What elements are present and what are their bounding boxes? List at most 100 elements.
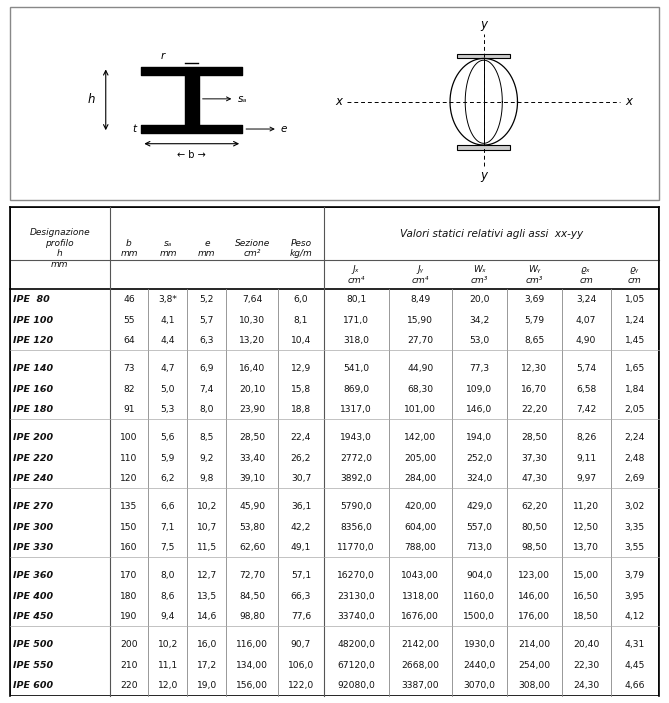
- Text: 200: 200: [120, 640, 138, 650]
- Text: 66,3: 66,3: [291, 592, 311, 601]
- Text: 7,1: 7,1: [161, 523, 175, 531]
- Text: 6,58: 6,58: [576, 385, 596, 394]
- Text: 5,74: 5,74: [576, 364, 596, 373]
- Text: 8,0: 8,0: [199, 405, 214, 414]
- Text: Designazione
profilo
h
mm: Designazione profilo h mm: [29, 228, 90, 269]
- Text: 3,55: 3,55: [625, 543, 645, 552]
- Text: 788,00: 788,00: [404, 543, 436, 552]
- Text: 3,24: 3,24: [576, 295, 596, 304]
- Text: 17,2: 17,2: [197, 661, 217, 670]
- Text: 1043,00: 1043,00: [401, 572, 440, 581]
- Text: IPE 220: IPE 220: [13, 453, 53, 463]
- Text: 8,65: 8,65: [524, 336, 545, 345]
- Text: 1,05: 1,05: [625, 295, 645, 304]
- Text: 14,6: 14,6: [197, 612, 217, 621]
- Text: 20,40: 20,40: [573, 640, 599, 650]
- Text: 27,70: 27,70: [407, 336, 434, 345]
- Text: Jᵧ
cm⁴: Jᵧ cm⁴: [411, 265, 429, 285]
- Text: 18,50: 18,50: [573, 612, 599, 621]
- Text: 4,66: 4,66: [625, 681, 645, 690]
- Text: 77,6: 77,6: [291, 612, 311, 621]
- Text: 80,1: 80,1: [346, 295, 366, 304]
- Text: 220: 220: [120, 681, 138, 690]
- Text: 10,7: 10,7: [197, 523, 217, 531]
- Text: 5,79: 5,79: [524, 316, 545, 325]
- Text: 110: 110: [120, 453, 138, 463]
- Text: 72,70: 72,70: [240, 572, 266, 581]
- Text: x: x: [335, 96, 343, 108]
- Text: 16,0: 16,0: [197, 640, 217, 650]
- Text: 12,30: 12,30: [521, 364, 547, 373]
- Text: 214,00: 214,00: [518, 640, 551, 650]
- Text: 13,5: 13,5: [197, 592, 217, 601]
- Text: 5,7: 5,7: [199, 316, 214, 325]
- Text: 9,8: 9,8: [199, 474, 214, 483]
- Text: 2772,0: 2772,0: [340, 453, 372, 463]
- Text: 12,9: 12,9: [291, 364, 311, 373]
- Text: 4,7: 4,7: [161, 364, 175, 373]
- Text: 134,00: 134,00: [236, 661, 268, 670]
- Text: 18,8: 18,8: [291, 405, 311, 414]
- Text: 8,26: 8,26: [576, 433, 596, 442]
- Text: 116,00: 116,00: [236, 640, 268, 650]
- Text: 92080,0: 92080,0: [337, 681, 375, 690]
- Text: 10,2: 10,2: [158, 640, 178, 650]
- Text: b
mm: b mm: [120, 239, 138, 258]
- Text: 4,31: 4,31: [625, 640, 645, 650]
- Text: y: y: [480, 169, 487, 182]
- Text: 49,1: 49,1: [291, 543, 311, 552]
- Text: IPE 200: IPE 200: [13, 433, 53, 442]
- Text: 109,0: 109,0: [466, 385, 492, 394]
- Text: 11,1: 11,1: [158, 661, 178, 670]
- Text: 1317,0: 1317,0: [341, 405, 372, 414]
- Text: 1676,00: 1676,00: [401, 612, 440, 621]
- Text: 429,0: 429,0: [466, 503, 492, 511]
- Text: 194,0: 194,0: [466, 433, 492, 442]
- Text: 47,30: 47,30: [521, 474, 547, 483]
- Text: 284,00: 284,00: [404, 474, 436, 483]
- Text: 142,00: 142,00: [404, 433, 436, 442]
- Text: ϱₓ
cm: ϱₓ cm: [579, 265, 593, 285]
- Text: 20,10: 20,10: [240, 385, 266, 394]
- Text: 26,2: 26,2: [291, 453, 311, 463]
- Text: 10,2: 10,2: [197, 503, 217, 511]
- Text: 3,35: 3,35: [625, 523, 645, 531]
- Text: 77,3: 77,3: [470, 364, 490, 373]
- Text: 1,24: 1,24: [625, 316, 645, 325]
- Text: 4,12: 4,12: [625, 612, 645, 621]
- Text: 90,7: 90,7: [291, 640, 311, 650]
- Text: 869,0: 869,0: [343, 385, 369, 394]
- Text: 3,79: 3,79: [625, 572, 645, 581]
- Text: 160: 160: [120, 543, 138, 552]
- Text: 5,9: 5,9: [161, 453, 175, 463]
- Text: 5790,0: 5790,0: [341, 503, 372, 511]
- Text: 557,0: 557,0: [466, 523, 492, 531]
- Text: 37,30: 37,30: [521, 453, 547, 463]
- Text: 19,0: 19,0: [197, 681, 217, 690]
- Text: e: e: [281, 124, 288, 134]
- Text: 22,20: 22,20: [521, 405, 547, 414]
- Text: 252,0: 252,0: [466, 453, 492, 463]
- Text: 713,0: 713,0: [466, 543, 492, 552]
- Text: 604,00: 604,00: [404, 523, 436, 531]
- Text: 1160,0: 1160,0: [464, 592, 496, 601]
- Text: 7,42: 7,42: [576, 405, 596, 414]
- Text: 1943,0: 1943,0: [341, 433, 372, 442]
- Text: 36,1: 36,1: [291, 503, 311, 511]
- Text: 420,00: 420,00: [404, 503, 436, 511]
- Text: 16,70: 16,70: [521, 385, 547, 394]
- Text: 122,0: 122,0: [288, 681, 314, 690]
- Text: 541,0: 541,0: [343, 364, 369, 373]
- Bar: [457, 54, 510, 58]
- Text: 24,30: 24,30: [573, 681, 599, 690]
- Text: Sezione
cm²: Sezione cm²: [235, 239, 270, 258]
- Text: 12,0: 12,0: [158, 681, 178, 690]
- Text: 4,1: 4,1: [161, 316, 175, 325]
- Text: 6,9: 6,9: [199, 364, 214, 373]
- Text: ϱᵧ
cm: ϱᵧ cm: [628, 265, 642, 285]
- Text: 9,4: 9,4: [161, 612, 175, 621]
- Text: 1930,0: 1930,0: [464, 640, 495, 650]
- Text: 318,0: 318,0: [343, 336, 369, 345]
- Text: 15,00: 15,00: [573, 572, 599, 581]
- Text: 150: 150: [120, 523, 138, 531]
